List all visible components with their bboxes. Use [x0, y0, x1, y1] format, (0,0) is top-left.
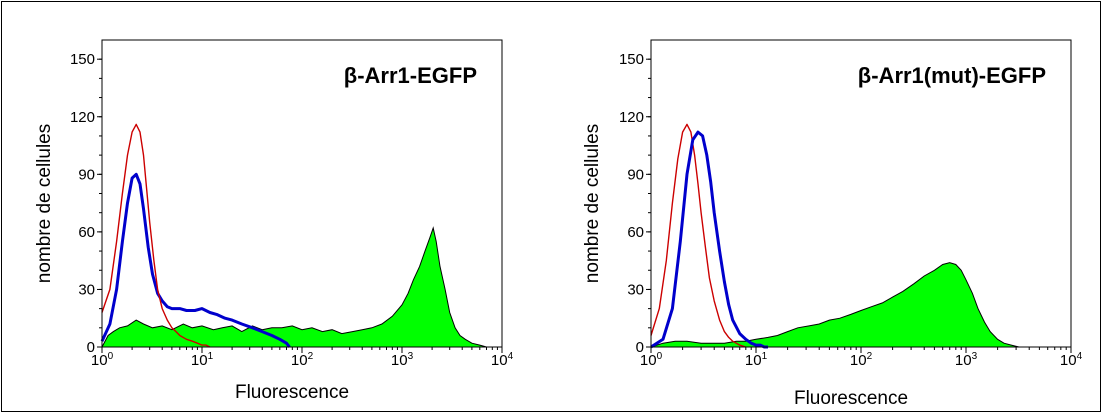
histogram-line-blue — [100, 172, 291, 348]
x-tick-label: 102 — [850, 351, 873, 369]
y-tick-label: 0 — [636, 339, 644, 356]
y-tick-label: 120 — [619, 109, 644, 126]
y-axis-label: nombre de cellules — [582, 124, 603, 283]
histogram-area-green — [650, 262, 1030, 348]
chart-panel-2: 0 30 60 90 120 150 100 101 102 103 104 Fluorescence… — [582, 39, 1083, 409]
chart-title: β-Arr1-EGFP — [344, 63, 477, 88]
y-tick-label: 30 — [78, 281, 95, 298]
histogram-area-green — [101, 226, 487, 348]
x-tick-label: 101 — [191, 351, 214, 369]
x-axis-label: Fluorescence — [794, 388, 908, 409]
y-tick-label: 120 — [70, 109, 95, 126]
y-tick-label: 0 — [87, 339, 95, 356]
y-tick-label: 150 — [70, 51, 95, 68]
histogram-line-red — [650, 123, 747, 348]
x-tick-label: 100 — [640, 351, 663, 369]
x-tick-label: 101 — [745, 351, 768, 369]
y-tick-label: 30 — [627, 281, 644, 298]
y-tick-label: 60 — [627, 224, 644, 241]
histogram-line-blue — [650, 130, 768, 349]
histogram-line-red — [101, 123, 211, 348]
chart-title: β-Arr1(mut)-EGFP — [858, 63, 1046, 88]
chart-panel-1: 0 30 60 90 120 150 100 101 102 103 104 Fluorescence… — [34, 39, 514, 403]
y-tick-label: 90 — [627, 166, 644, 183]
y-axis-label: nombre de cellules — [34, 124, 55, 283]
x-tick-label: 103 — [391, 351, 414, 369]
x-tick-label: 104 — [491, 351, 514, 369]
x-tick-label: 103 — [955, 351, 978, 369]
x-tick-label: 102 — [291, 351, 314, 369]
x-tick-label: 104 — [1060, 351, 1083, 369]
y-tick-label: 150 — [619, 51, 644, 68]
y-tick-label: 90 — [78, 166, 95, 183]
y-tick-label: 60 — [78, 224, 95, 241]
x-tick-label: 100 — [91, 351, 114, 369]
x-axis-label: Fluorescence — [235, 382, 349, 403]
